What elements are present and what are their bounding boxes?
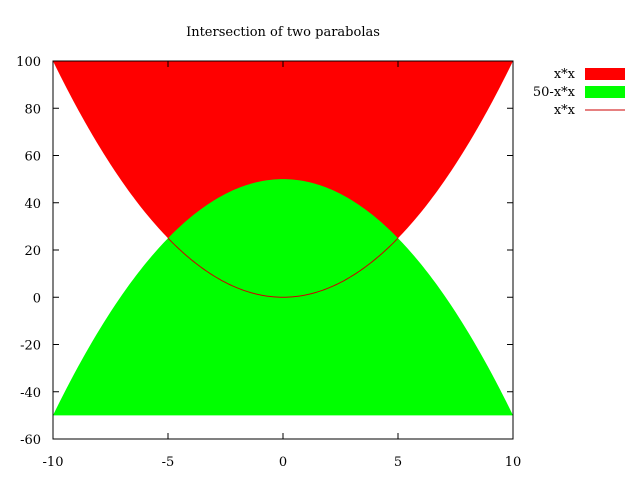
y-tick-label: 80	[24, 102, 41, 117]
ticks	[52, 60, 514, 440]
legend-label: x*x	[554, 103, 576, 118]
x-tick-label: -10	[43, 455, 64, 470]
y-tick-labels: 100 80 60 40 20 0 -20 -40 -60	[16, 55, 41, 448]
y-tick-label: 20	[24, 244, 41, 259]
y-tick-label: 0	[33, 291, 41, 306]
legend-label: 50-x*x	[533, 85, 576, 100]
legend-swatch	[585, 86, 625, 98]
x-tick-label: 5	[394, 455, 402, 470]
series-line-x2	[167, 237, 399, 298]
y-tick-label: 40	[24, 197, 41, 212]
y-tick-label: 100	[16, 55, 41, 70]
x-tick-labels: -10 -5 0 5 10	[43, 455, 522, 470]
plot-fills	[53, 61, 513, 416]
y-tick-label: -60	[20, 433, 41, 448]
x-tick-label: 0	[279, 455, 287, 470]
legend: x*x 50-x*x x*x	[533, 67, 625, 118]
x-tick-label: -5	[162, 455, 175, 470]
legend-swatch	[585, 68, 625, 80]
legend-label: x*x	[554, 67, 576, 82]
x-tick-label: 10	[505, 455, 522, 470]
y-tick-label: 60	[24, 150, 41, 165]
series-fill-x2	[53, 61, 513, 298]
chart-title: Intersection of two parabolas	[186, 25, 380, 40]
y-tick-label: -20	[20, 339, 41, 354]
y-tick-label: -40	[20, 386, 41, 401]
